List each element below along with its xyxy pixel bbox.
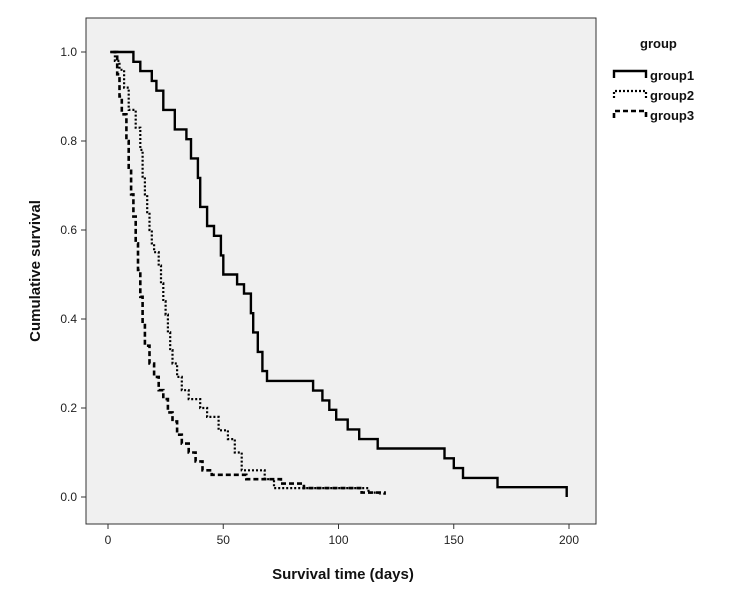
y-tick-label: 0.2 bbox=[60, 401, 77, 415]
plot-background bbox=[85, 17, 597, 525]
x-tick-label: 100 bbox=[328, 533, 348, 547]
x-axis-title: Survival time (days) bbox=[272, 566, 414, 583]
legend-swatch-group1 bbox=[612, 69, 648, 78]
series-line-group2 bbox=[110, 50, 382, 495]
y-tick-label: 0.8 bbox=[60, 134, 77, 148]
y-axis-title: Cumulative survival bbox=[27, 200, 44, 342]
legend-title: group bbox=[640, 36, 677, 51]
legend-swatch-group2 bbox=[612, 89, 648, 98]
legend-label-group2: group2 bbox=[650, 88, 694, 103]
series-line-group3 bbox=[112, 50, 386, 495]
x-tick-label: 0 bbox=[105, 533, 112, 547]
y-tick-label: 0.0 bbox=[60, 490, 77, 504]
plot-area: 0 50 100 150 200 0.0 0.2 0.4 0.6 0.8 1.0 bbox=[60, 17, 597, 547]
y-tick-label: 1.0 bbox=[60, 45, 77, 59]
y-tick-label: 0.4 bbox=[60, 312, 77, 326]
x-tick-label: 200 bbox=[559, 533, 579, 547]
x-tick-label: 50 bbox=[217, 533, 231, 547]
legend-swatch-group3 bbox=[612, 109, 648, 118]
y-tick-label: 0.6 bbox=[60, 223, 77, 237]
x-tick-label: 150 bbox=[444, 533, 464, 547]
legend-label-group3: group3 bbox=[650, 108, 694, 123]
series-line-group1 bbox=[110, 50, 568, 497]
legend: group group1 group2 group3 bbox=[612, 36, 694, 123]
legend-label-group1: group1 bbox=[650, 68, 694, 83]
